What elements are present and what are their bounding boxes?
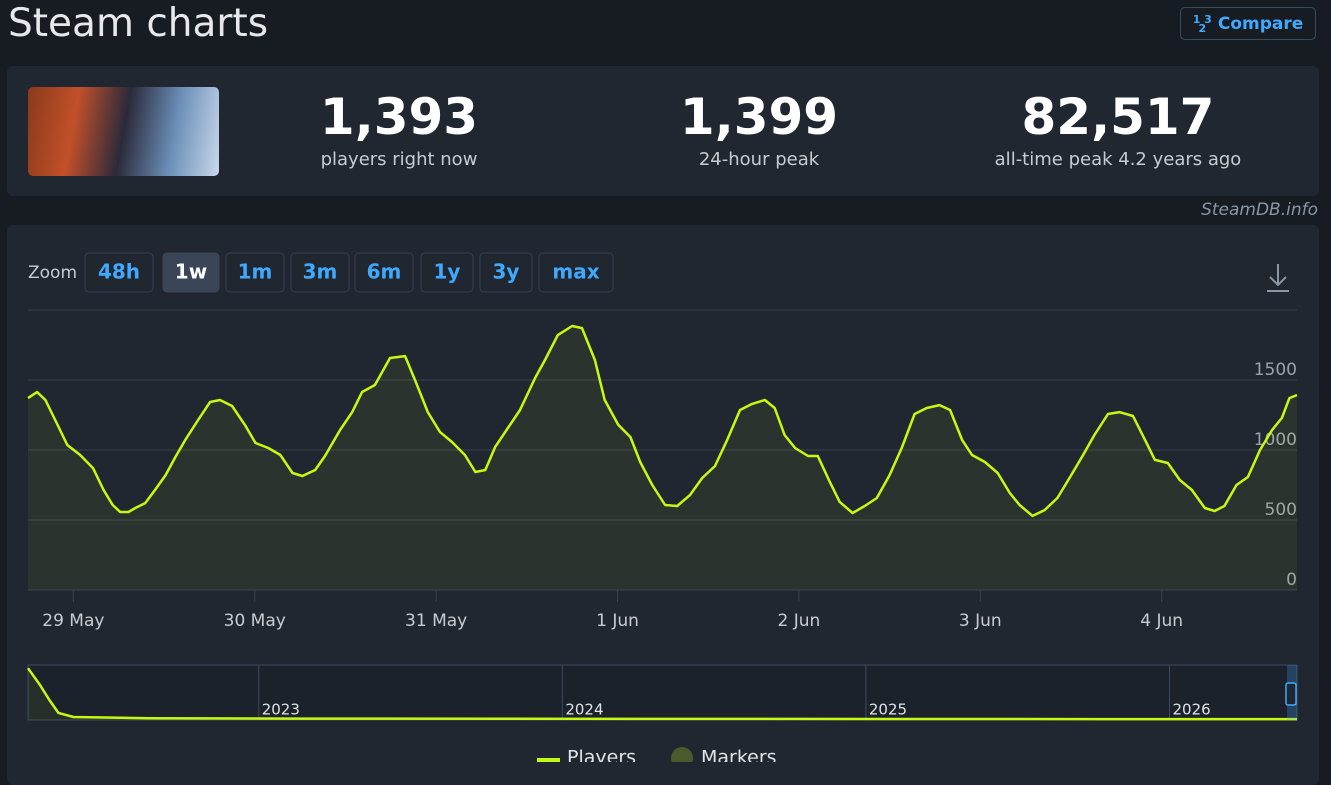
zoom-button-label: 3y <box>493 260 520 284</box>
y-tick-label: 500 <box>1265 500 1297 520</box>
source-link[interactable]: SteamDB.info <box>1201 200 1318 220</box>
stat-label: all-time peak 4.2 years ago <box>994 149 1242 170</box>
zoom-button[interactable]: 3m <box>290 252 350 293</box>
zoom-button[interactable]: max <box>538 252 614 293</box>
stat-value: 1,399 <box>679 88 839 146</box>
navigator-year-label: 2023 <box>262 701 300 719</box>
zoom-button-bg <box>538 252 614 293</box>
x-tick-label: 3 Jun <box>959 611 1002 631</box>
zoom-button-bg <box>420 252 474 293</box>
compare-label: Compare <box>1217 13 1304 34</box>
navigator-year-label: 2025 <box>869 701 907 719</box>
legend-label: Players <box>567 747 636 763</box>
chart: Zoom 48h 1w 1m 3m 6m 1y 3y max 0 500 1000 1500 29 Ma… <box>26 252 1298 763</box>
x-tick-label: 2 Jun <box>778 611 821 631</box>
stat: 1,399 24-hour peak <box>579 86 939 172</box>
navigator-handle[interactable] <box>1285 682 1297 706</box>
zoom-button-bg <box>479 252 533 293</box>
zoom-button-bg <box>162 252 220 293</box>
zoom-button-label: 1m <box>238 260 273 284</box>
data-line <box>26 667 1297 721</box>
y-tick-label: 0 <box>1286 570 1297 590</box>
zoom-button[interactable]: 1w <box>162 252 220 293</box>
game-image <box>28 87 219 176</box>
stat-label: 24-hour peak <box>698 149 820 170</box>
x-tick-label: 31 May <box>405 611 467 631</box>
stats-panel: 1,393 players right now 1,399 24-hour peak 8… <box>7 66 1319 196</box>
stat-label: players right now <box>320 149 478 170</box>
legend-label: Markers <box>701 747 777 763</box>
zoom-label: Zoom <box>28 263 77 283</box>
x-tick-label: 29 May <box>42 611 104 631</box>
page-title: Steam charts <box>8 1 269 46</box>
zoom-button-label: 48h <box>98 260 140 284</box>
zoom-button-label: 1w <box>175 260 207 284</box>
line-area <box>28 326 1297 590</box>
page: Steam charts 1 3 2 Compare 1,393 players ri… <box>7 1 1319 785</box>
zoom-button-label: 1y <box>434 260 461 284</box>
y-tick-label: 1000 <box>1254 430 1297 450</box>
x-tick-label: 1 Jun <box>596 611 639 631</box>
x-tick-label: 4 Jun <box>1140 611 1183 631</box>
zoom-button-bg <box>84 252 154 293</box>
zoom-button-bg <box>225 252 285 293</box>
navigator-frame <box>27 664 1298 721</box>
zoom-button-bg <box>354 252 414 293</box>
zoom-button[interactable]: 3y <box>479 252 533 293</box>
stat: 82,517 all-time peak 4.2 years ago <box>938 86 1298 172</box>
zoom-button-label: 6m <box>367 260 402 284</box>
y-tick-label: 1500 <box>1254 360 1297 380</box>
navigator-year-label: 2024 <box>565 701 603 719</box>
zoom-button[interactable]: 6m <box>354 252 414 293</box>
data-line <box>27 324 1298 518</box>
navigator-year-label: 2026 <box>1172 701 1210 719</box>
compare-button[interactable]: 1 3 2 Compare <box>1180 7 1316 40</box>
zoom-button-bg <box>290 252 350 293</box>
zoom-button-label: 3m <box>303 260 338 284</box>
download-icon[interactable] <box>1267 264 1289 292</box>
x-tick-label: 30 May <box>224 611 286 631</box>
zoom-button[interactable]: 1m <box>225 252 285 293</box>
zoom-button[interactable]: 1y <box>420 252 474 293</box>
legend-swatch <box>671 747 693 762</box>
zoom-button-label: max <box>552 260 599 284</box>
stat: 1,393 players right now <box>219 86 579 172</box>
zoom-button[interactable]: 48h <box>84 252 154 293</box>
stat-value: 1,393 <box>319 88 479 146</box>
stat-value: 82,517 <box>1021 88 1215 146</box>
